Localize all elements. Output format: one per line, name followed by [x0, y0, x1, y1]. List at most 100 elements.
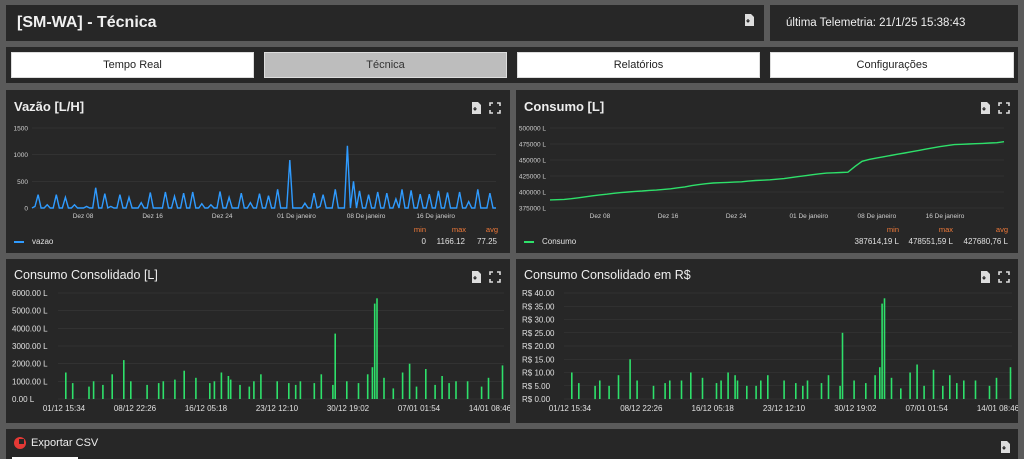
stat-avg-label: avg	[995, 225, 1008, 234]
file-download-icon[interactable]	[470, 271, 482, 283]
bar	[669, 380, 671, 399]
x-tick-label: 16 De janeiro	[416, 213, 455, 220]
bar	[956, 383, 958, 399]
bar	[88, 386, 90, 399]
vazao-chart: 0 500 1000 1500 Dez 08 Dez 16 Dez 24 01 De jane…	[14, 126, 496, 220]
tab-relatorios[interactable]: Relatórios	[517, 52, 760, 78]
x-tick-label: 01/12 15:34	[549, 404, 592, 413]
bar	[146, 384, 148, 399]
x-tick-label: 01 De janeiro	[789, 213, 828, 220]
bar	[371, 367, 374, 399]
bar	[130, 381, 132, 399]
bar	[227, 376, 230, 399]
bar	[767, 375, 769, 399]
file-download-icon[interactable]	[743, 14, 755, 26]
bar	[71, 383, 74, 399]
bar	[415, 386, 418, 399]
bar	[299, 381, 302, 399]
x-tick-label: Dez 16	[142, 213, 163, 220]
x-tick-label: 01 De janeiro	[277, 213, 316, 220]
x-tick-label: Dez 24	[726, 213, 747, 220]
bar	[487, 377, 490, 399]
bar	[881, 303, 883, 399]
bar	[988, 385, 991, 400]
bar	[664, 383, 666, 399]
file-download-icon[interactable]	[470, 102, 482, 114]
bar	[783, 380, 785, 399]
vazao-legend[interactable]: vazao	[14, 237, 53, 246]
bar	[376, 298, 378, 399]
bar	[229, 379, 232, 399]
x-tick-label: Dez 08	[73, 213, 94, 220]
fullscreen-icon[interactable]	[998, 102, 1010, 114]
bar	[942, 385, 944, 400]
bar	[715, 383, 718, 399]
telemetry-label: última Telemetria: 21/1/25 15:38:43	[786, 17, 966, 29]
bar	[313, 383, 316, 399]
series-line	[31, 145, 496, 210]
bar	[401, 372, 404, 399]
bar	[755, 385, 757, 400]
tab-tempo-real[interactable]: Tempo Real	[11, 52, 254, 78]
tab-tecnica[interactable]: Técnica	[264, 52, 507, 78]
x-tick-label: 08/12 22:26	[114, 404, 157, 413]
fullscreen-icon[interactable]	[998, 271, 1010, 283]
bar	[253, 381, 255, 399]
file-download-icon[interactable]	[979, 271, 991, 283]
bar	[827, 375, 830, 399]
bar	[806, 380, 809, 399]
bar	[578, 383, 580, 399]
bar	[332, 384, 334, 399]
bar	[111, 374, 113, 399]
tab-configuracoes[interactable]: Configurações	[770, 52, 1014, 78]
bar	[334, 333, 336, 399]
bar	[448, 383, 450, 399]
bar	[802, 385, 804, 400]
bar	[874, 375, 876, 399]
bar	[636, 380, 638, 399]
x-tick-label: 07/01 01:54	[906, 404, 949, 413]
bar	[746, 385, 748, 400]
file-download-icon[interactable]	[999, 441, 1011, 453]
bar	[599, 380, 601, 399]
legend-swatch	[14, 240, 24, 243]
y-tick-label: 0	[24, 206, 28, 213]
bar	[346, 381, 348, 399]
export-underline	[12, 457, 78, 459]
bar	[425, 369, 427, 399]
x-tick-label: 08/12 22:26	[620, 404, 663, 413]
x-tick-label: 30/12 19:02	[834, 404, 877, 413]
y-tick-label: 5000.00 L	[12, 307, 48, 316]
export-csv-button[interactable]: Exportar CSV	[14, 437, 98, 449]
bar	[260, 374, 262, 399]
y-tick-label: 2000.00 L	[12, 360, 48, 369]
y-tick-label: R$ 10.00	[522, 369, 555, 378]
bar	[373, 303, 376, 399]
bar	[1009, 367, 1012, 399]
file-download-icon[interactable]	[979, 102, 991, 114]
fullscreen-icon[interactable]	[489, 102, 501, 114]
stat-max-value: 1166.12	[436, 237, 465, 246]
bar	[174, 379, 176, 399]
bar	[320, 374, 323, 399]
bar	[720, 380, 722, 399]
bar	[480, 386, 483, 399]
stat-min-value: 0	[421, 237, 426, 246]
y-tick-label: 500	[17, 179, 28, 186]
consolidado-panel: Consumo Consolidado [L] 0.00 L 1000.00 L 2…	[6, 259, 510, 423]
bar	[680, 380, 683, 399]
y-tick-label: 500000 L	[519, 126, 546, 133]
fullscreen-icon[interactable]	[489, 271, 501, 283]
x-tick-label: 16/12 05:18	[692, 404, 735, 413]
y-tick-label: R$ 0.00	[522, 395, 551, 404]
bar	[949, 375, 951, 399]
x-tick-label: 23/12 12:10	[256, 404, 299, 413]
consumo-panel: Consumo [L] 375000 L 400000 L 425000 L 4500…	[516, 90, 1018, 253]
bar	[571, 372, 573, 399]
consolidado-chart: 0.00 L 1000.00 L 2000.00 L 3000.00 L 4000.00…	[12, 289, 510, 413]
bar	[883, 298, 886, 399]
consumo-legend[interactable]: Consumo	[524, 237, 576, 246]
bar	[690, 372, 692, 399]
y-tick-label: 1000.00 L	[12, 377, 48, 386]
consolidado-rs-chart: R$ 0.00 R$ 5.00 R$ 10.00 R$ 15.00 R$ 20.00 R$…	[522, 289, 1018, 413]
